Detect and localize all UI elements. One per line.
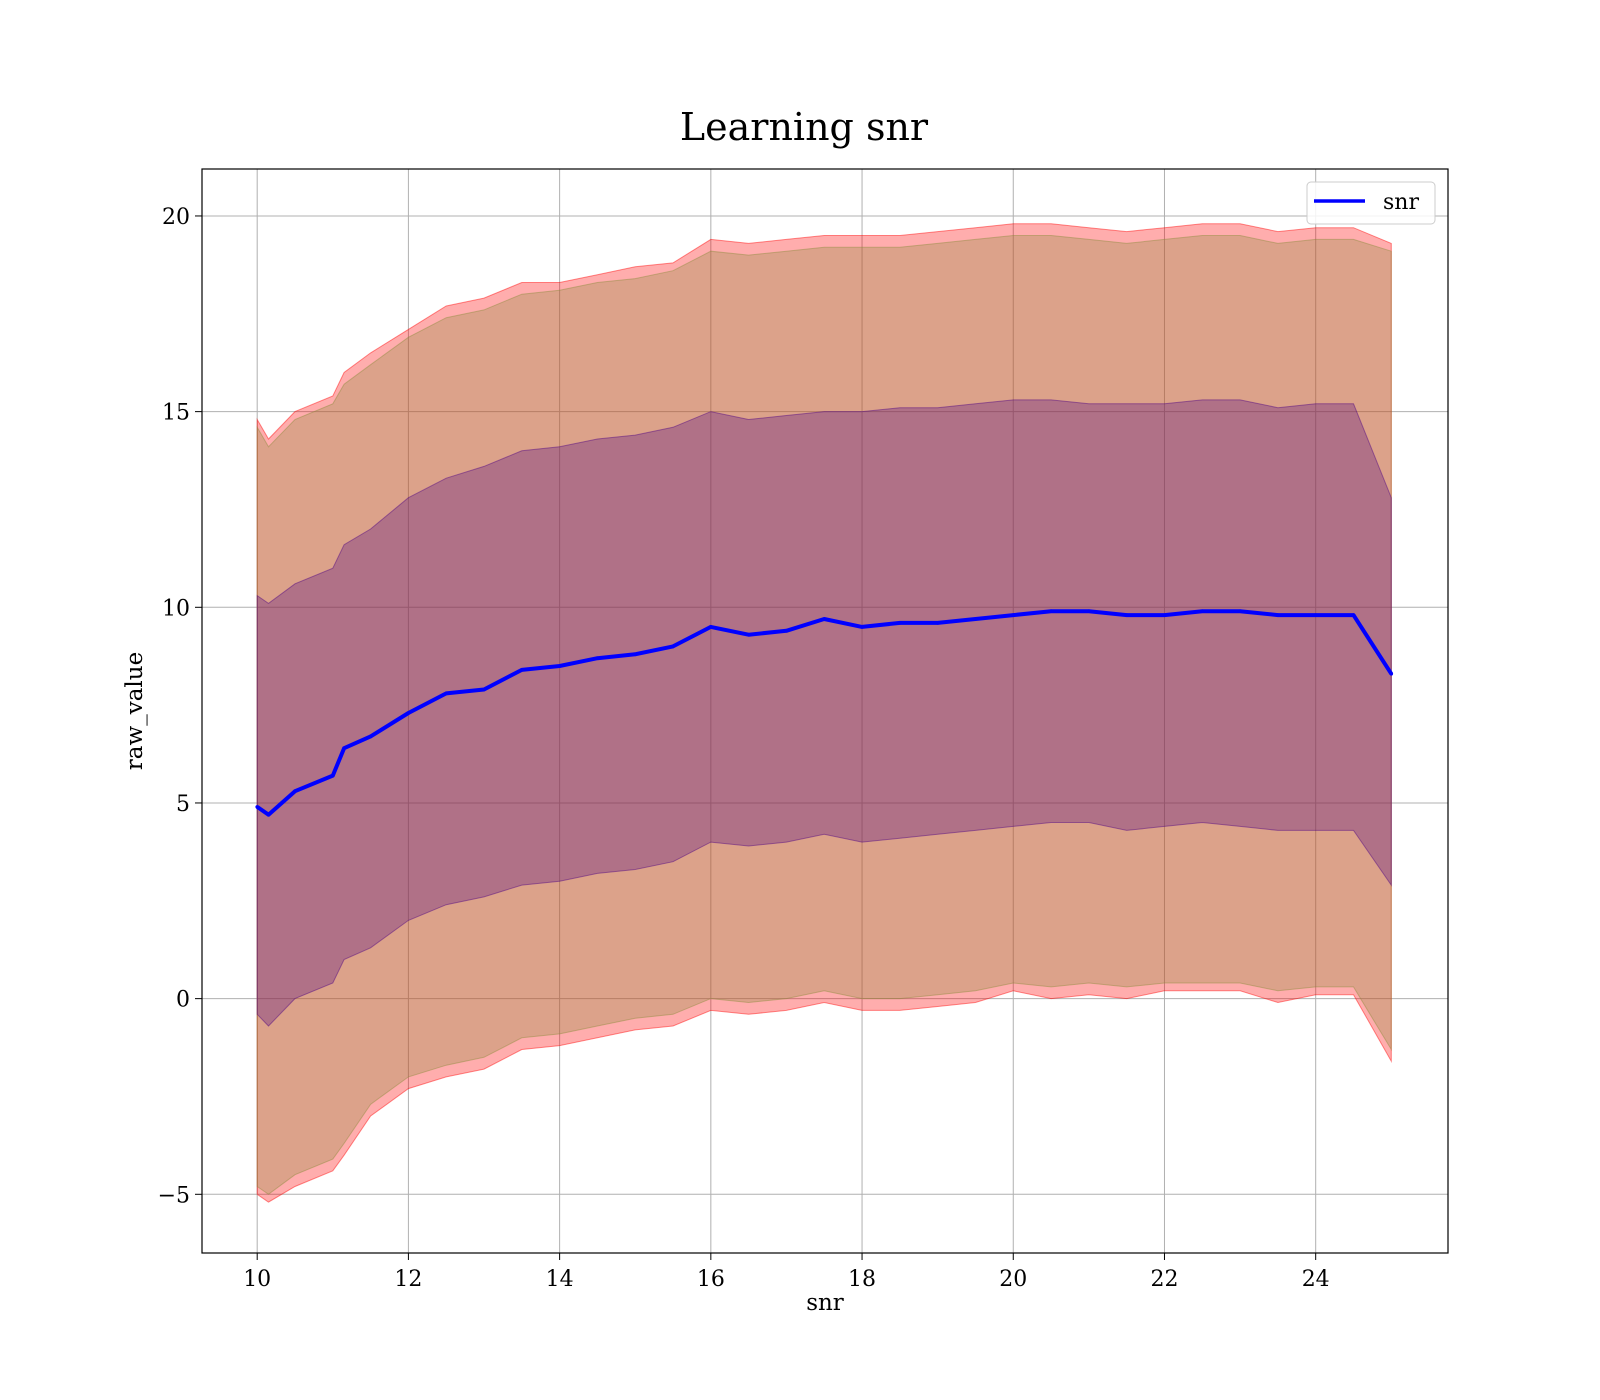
band-area-2 [256, 235, 1392, 1195]
series-point [1049, 609, 1053, 613]
y-axis-ticks: −5 0 5 10 15 20 [158, 205, 202, 1208]
y-tick-label: 5 [176, 792, 190, 817]
grid [202, 169, 1448, 1253]
chart-title: Learning snr [680, 105, 929, 149]
series-point [266, 812, 271, 817]
legend-box [1306, 181, 1436, 225]
series-point [1313, 613, 1318, 617]
series-point [784, 629, 789, 633]
band-area-3 [256, 399, 1392, 1027]
series-point [935, 621, 940, 625]
series-point [342, 746, 346, 750]
series-point [331, 773, 335, 778]
band-area-1 [256, 223, 1392, 1203]
series-point [255, 805, 259, 809]
x-tick-label: 16 [697, 1267, 725, 1292]
series-point [1389, 672, 1394, 676]
series-point [1162, 613, 1167, 617]
legend: snr [1306, 181, 1436, 225]
series-point [595, 656, 600, 660]
y-tick-label: −5 [158, 1183, 190, 1208]
series-point [746, 632, 751, 637]
series [255, 609, 1394, 817]
x-tick-label: 22 [1150, 1267, 1178, 1292]
series-point [406, 711, 411, 715]
x-tick-label: 18 [848, 1267, 876, 1292]
bands [256, 223, 1392, 1203]
series-point [709, 625, 713, 629]
legend-label: snr [1383, 190, 1419, 215]
x-tick-label: 10 [243, 1267, 271, 1292]
series-point [482, 687, 486, 692]
x-axis-label: snr [806, 1290, 844, 1316]
series-point [898, 621, 902, 625]
series-point [1276, 613, 1280, 617]
series-point [633, 652, 637, 657]
series-point [1011, 613, 1016, 617]
series-point [822, 617, 826, 621]
series-point [1238, 609, 1242, 613]
series-point [1087, 609, 1091, 613]
y-tick-label: 20 [162, 205, 190, 230]
series-point [973, 617, 978, 621]
series-point [671, 644, 675, 649]
series-point [368, 734, 373, 739]
x-tick-label: 24 [1302, 1267, 1330, 1292]
y-tick-label: 10 [162, 596, 190, 621]
x-axis-ticks: 10 12 14 16 18 20 22 24 [243, 1253, 1330, 1292]
series-point [557, 664, 562, 668]
y-tick-label: 15 [162, 401, 190, 426]
plot-frame [201, 168, 1449, 1254]
series-point [1351, 613, 1356, 617]
series-point [444, 691, 449, 696]
x-tick-label: 20 [999, 1267, 1027, 1292]
series-point [1200, 609, 1205, 613]
series-point [860, 625, 864, 629]
series-point [520, 668, 524, 672]
x-tick-label: 14 [546, 1267, 574, 1292]
x-tick-label: 12 [394, 1267, 422, 1292]
y-tick-label: 0 [176, 988, 190, 1013]
y-axis-label: raw_value [122, 652, 148, 770]
series-point [293, 789, 297, 793]
series-point [1124, 613, 1129, 617]
